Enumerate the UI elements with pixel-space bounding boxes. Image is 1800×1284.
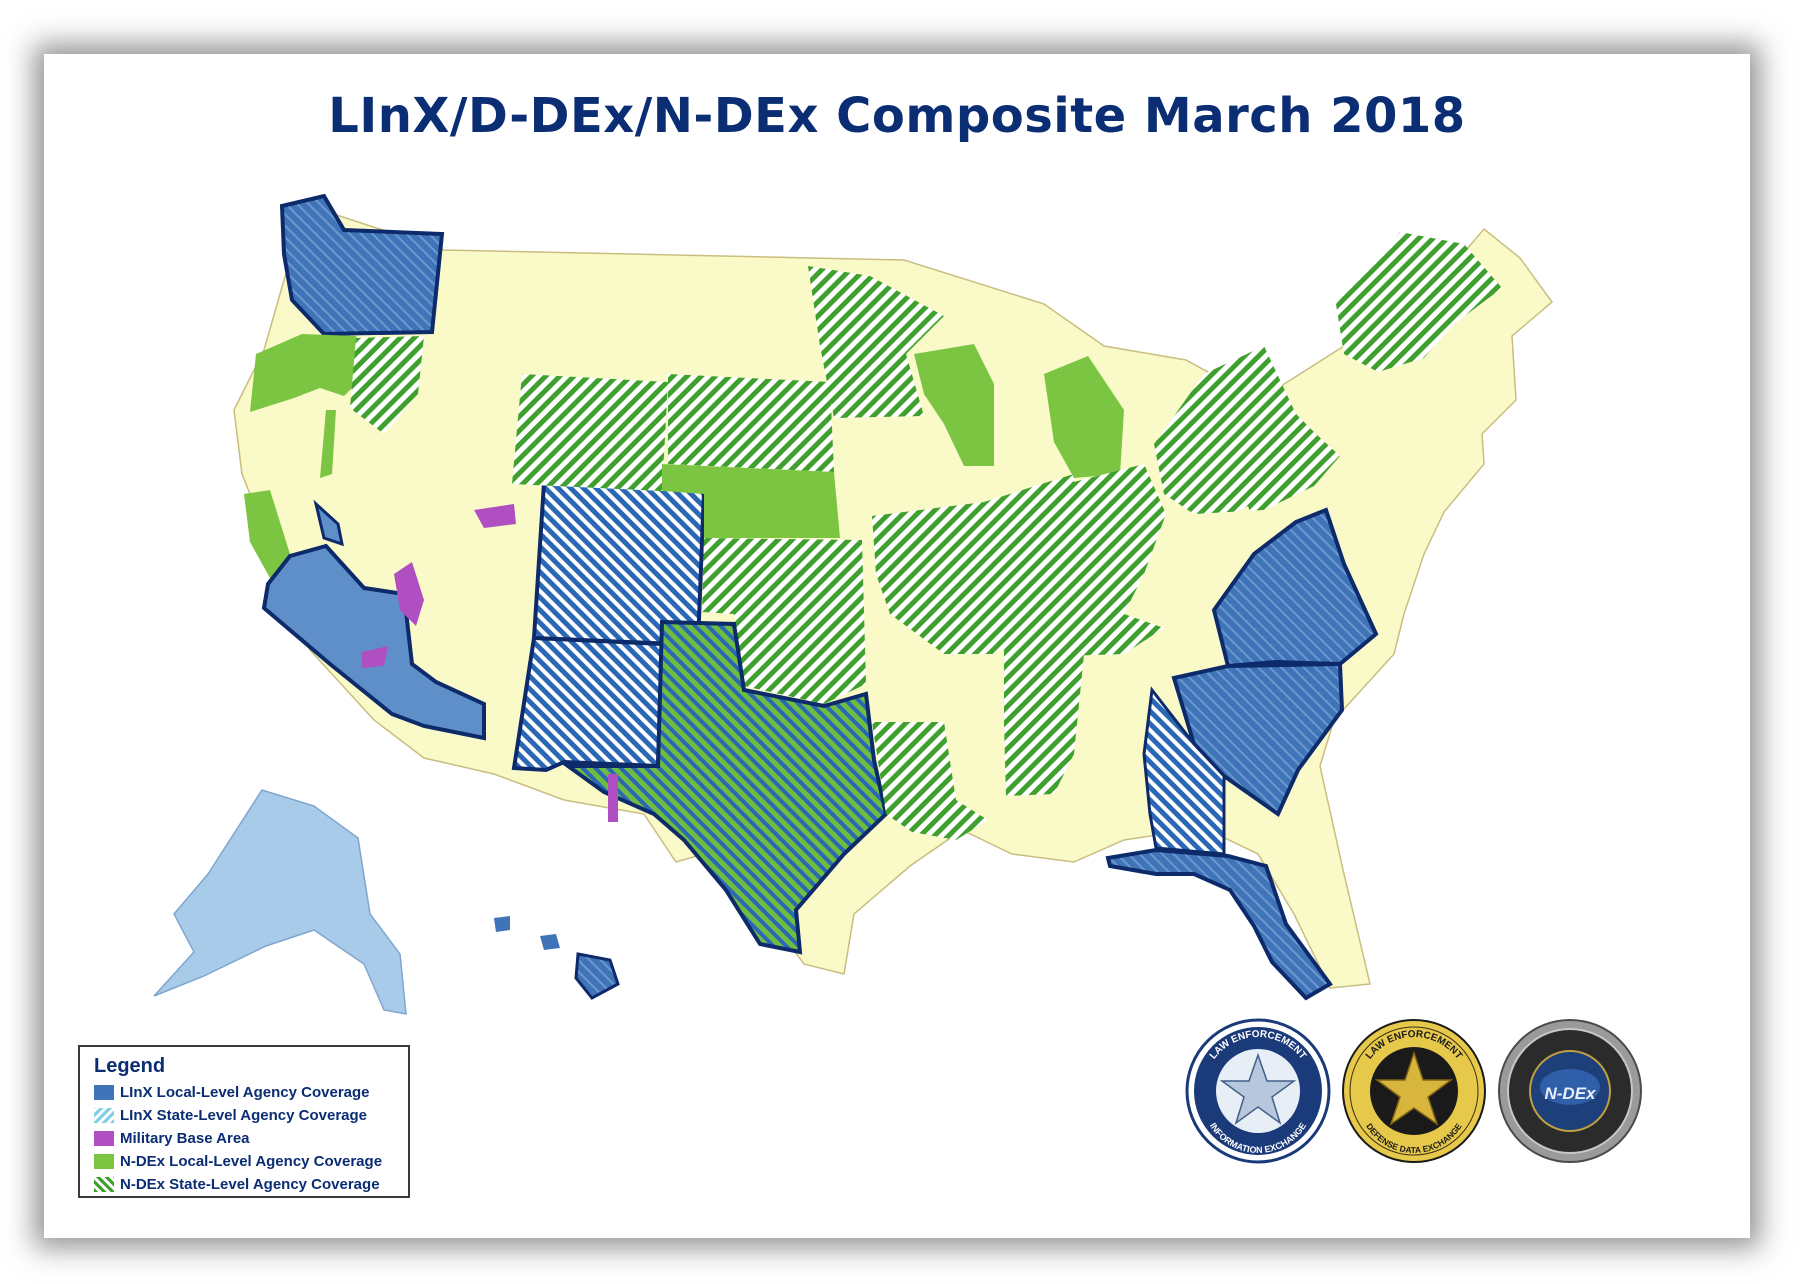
legend-title: Legend — [94, 1055, 166, 1077]
region-wisconsin — [914, 344, 994, 466]
region-louisiana — [872, 722, 988, 840]
legend-label: LInX State-Level Agency Coverage — [120, 1107, 368, 1124]
region-hawaii-big-island — [574, 952, 620, 1000]
legend-item-military: Military Base Area — [94, 1127, 394, 1150]
region-minnesota — [808, 266, 944, 418]
region-oregon-ndex-local — [250, 334, 366, 412]
ddex-seal: LAW ENFORCEMENT DEFENSE DATA EXCHANGE — [1342, 1019, 1486, 1163]
military-base-nevada — [394, 562, 424, 626]
region-washington — [279, 193, 445, 337]
legend-item-linx-local: LInX Local-Level Agency Coverage — [94, 1081, 394, 1104]
map-title: LInX/D-DEx/N-DEx Composite March 2018 — [328, 88, 1466, 144]
region-alabama-mississippi — [1004, 654, 1084, 796]
region-hawaii-maui — [540, 934, 560, 950]
region-kansas-oklahoma — [702, 538, 866, 704]
region-south-dakota — [668, 374, 834, 472]
legend-label: Military Base Area — [120, 1130, 250, 1147]
region-midwest-ndex-state — [872, 474, 1074, 654]
legend-label: LInX Local-Level Agency Coverage — [120, 1084, 370, 1101]
region-texas — [561, 619, 889, 955]
region-new-england — [1336, 232, 1502, 372]
linx-state-swatch — [94, 1108, 114, 1123]
region-florida — [1105, 847, 1333, 1001]
region-northeast — [1154, 346, 1340, 514]
ndex-seal-center-text: N-DEx — [1544, 1084, 1597, 1103]
region-alaska — [153, 789, 407, 1015]
legend-box: Legend LInX Local-Level Agency Coverage … — [78, 1045, 410, 1198]
region-nebraska — [662, 464, 840, 538]
region-california-ndex-local — [244, 490, 290, 578]
linx-seal: LAW ENFORCEMENT INFORMATION EXCHANGE — [1185, 1018, 1331, 1164]
region-ohio-valley — [1004, 464, 1166, 658]
region-oregon-ndex-state — [350, 336, 424, 434]
region-new-mexico — [511, 635, 665, 773]
military-swatch — [94, 1131, 114, 1146]
legend-item-ndex-state: N-DEx State-Level Agency Coverage — [94, 1173, 394, 1196]
ndex-seal: N-DEx — [1498, 1019, 1642, 1163]
region-nevada-strip — [320, 410, 336, 478]
region-michigan — [1044, 356, 1124, 478]
military-base-california — [362, 646, 388, 668]
region-nevada-linx — [313, 499, 344, 547]
ndex-local-swatch — [94, 1154, 114, 1169]
region-hawaii-oahu — [494, 916, 510, 932]
star-icon — [1219, 1052, 1297, 1125]
military-base-new-mexico — [608, 774, 618, 822]
region-southern-california — [261, 543, 486, 741]
map-card: LInX/D-DEx/N-DEx Composite March 2018 Le… — [44, 54, 1750, 1238]
coverage-map — [153, 193, 1554, 1015]
ndex-state-swatch — [94, 1177, 114, 1192]
legend-item-linx-state: LInX State-Level Agency Coverage — [94, 1104, 394, 1127]
linx-local-swatch — [94, 1085, 114, 1100]
legend-item-ndex-local: N-DEx Local-Level Agency Coverage — [94, 1150, 394, 1173]
legend-label: N-DEx State-Level Agency Coverage — [120, 1176, 380, 1193]
legend-label: N-DEx Local-Level Agency Coverage — [120, 1153, 383, 1170]
star-icon — [1374, 1050, 1454, 1126]
military-base-utah — [474, 504, 516, 528]
region-wyoming — [512, 374, 668, 491]
